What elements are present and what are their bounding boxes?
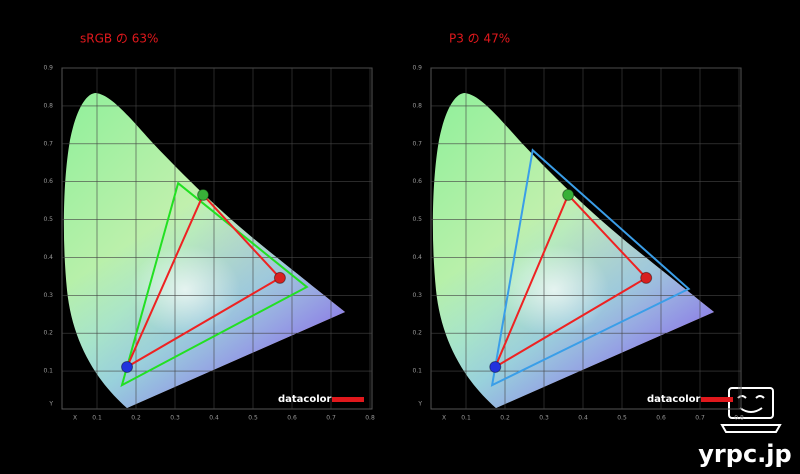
x-tick-label: 0.8 [365, 415, 375, 422]
x-tick-label: 0.8 [734, 415, 744, 422]
x-tick-label: 0.4 [209, 415, 219, 422]
y-tick-label: 0.7 [43, 140, 53, 147]
primary-point [562, 188, 575, 201]
primary-point [197, 188, 210, 201]
x-tick-label: 0.4 [578, 415, 588, 422]
y-tick-label: 0.9 [412, 65, 422, 72]
x-tick-label: 0.6 [287, 415, 297, 422]
y-tick-label: 0.3 [43, 292, 53, 299]
x-tick-label: 0.3 [539, 415, 549, 422]
y-tick-label: 0.6 [43, 178, 53, 185]
gamut-triangle [120, 181, 309, 388]
x-tick-label: 0.2 [500, 415, 510, 422]
y-tick-label: 0.3 [412, 292, 422, 299]
y-tick-label: 0.4 [412, 254, 422, 261]
locus-panel [63, 93, 345, 408]
chart-title: P3 の 47% [449, 32, 510, 46]
gamut-triangle [124, 193, 282, 370]
x-tick-label: 0.1 [461, 415, 471, 422]
primary-point [489, 360, 502, 373]
y-tick-label: 0.9 [43, 65, 53, 72]
gamut-triangle [490, 148, 691, 387]
y-tick-label: 0.8 [412, 102, 422, 109]
x-tick-label: 0.3 [170, 415, 180, 422]
y-tick-label: 0.2 [43, 330, 53, 337]
primary-point [640, 271, 653, 284]
logo: datacolor [278, 394, 332, 405]
y-tick-label: 0.2 [412, 330, 422, 337]
x-tick-label: 0.6 [656, 415, 666, 422]
watermark: yrpc.jp [698, 440, 791, 468]
y-tick-label: 0.5 [43, 216, 53, 223]
locus-panel [432, 93, 714, 408]
x-tick-label: 0.5 [617, 415, 627, 422]
logo: datacolor [647, 394, 701, 405]
x-tick-label: 0.7 [326, 415, 336, 422]
gamut-triangle [493, 193, 648, 370]
x-tick-label: 0.7 [695, 415, 705, 422]
x-tick-label: 0.2 [131, 415, 141, 422]
x-axis-label: X [442, 415, 446, 422]
y-tick-label: 0.7 [412, 140, 422, 147]
watermark-icon [720, 387, 782, 433]
chart-title: sRGB の 63% [80, 32, 158, 46]
y-tick-label: 0.5 [412, 216, 422, 223]
primary-point [273, 271, 286, 284]
x-tick-label: 0.5 [248, 415, 258, 422]
y-axis-label: Y [48, 401, 53, 408]
logo-bar [701, 397, 733, 402]
y-tick-label: 0.1 [412, 368, 422, 375]
y-axis-label: Y [417, 401, 422, 408]
primary-point [121, 360, 134, 373]
y-tick-label: 0.8 [43, 102, 53, 109]
logo-bar [332, 397, 364, 402]
y-tick-label: 0.6 [412, 178, 422, 185]
x-tick-label: 0.1 [92, 415, 102, 422]
y-tick-label: 0.4 [43, 254, 53, 261]
x-axis-label: X [73, 415, 77, 422]
y-tick-label: 0.1 [43, 368, 53, 375]
